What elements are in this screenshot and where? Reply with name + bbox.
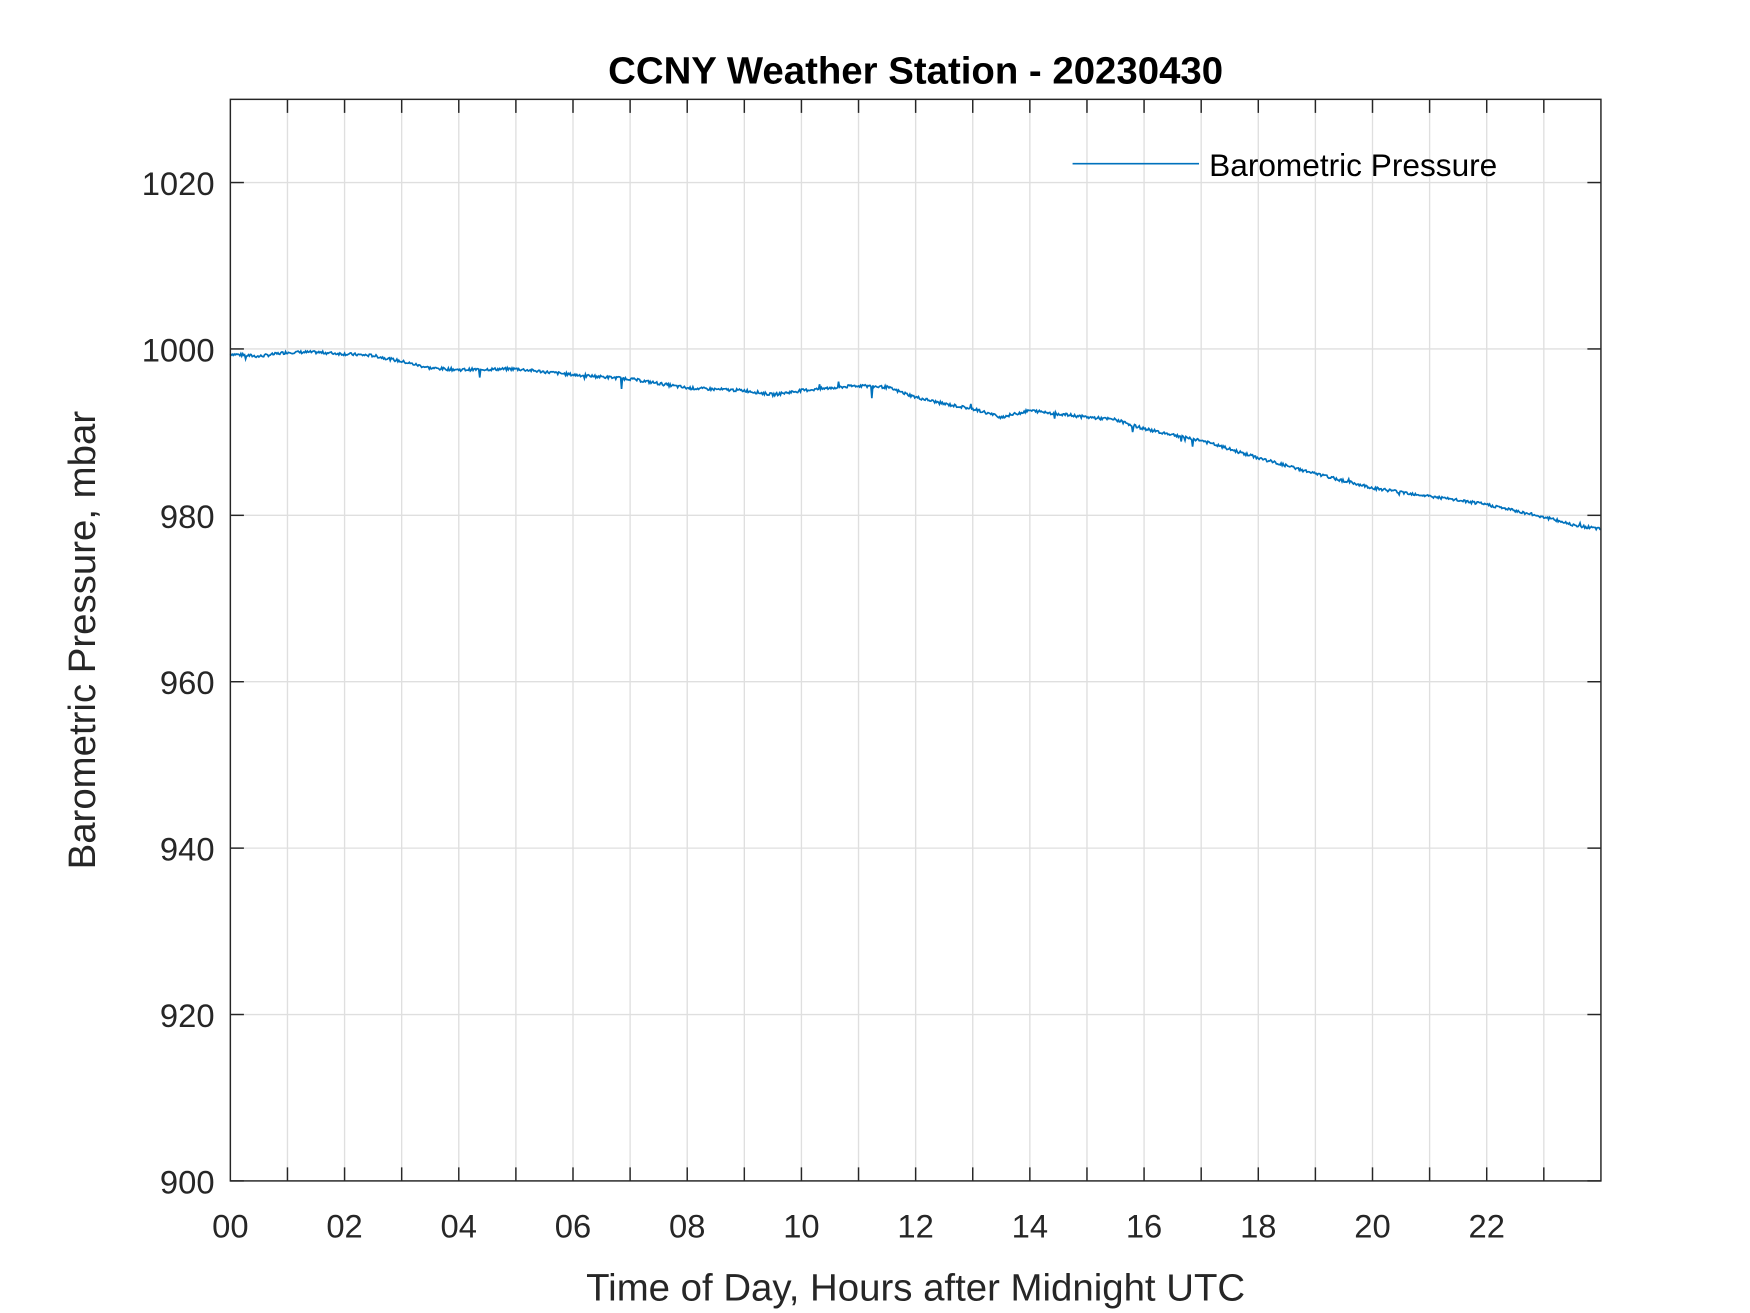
- y-tick-label: 960: [160, 664, 215, 701]
- y-tick-label: 900: [160, 1163, 215, 1200]
- x-tick-label: 02: [326, 1207, 362, 1244]
- legend: Barometric Pressure: [1072, 147, 1497, 183]
- x-tick-label: 06: [555, 1207, 591, 1244]
- x-tick-label: 20: [1354, 1207, 1390, 1244]
- x-tick-label: 10: [783, 1207, 819, 1244]
- x-tick-label: 08: [669, 1207, 705, 1244]
- chart-title: CCNY Weather Station - 20230430: [608, 50, 1223, 93]
- y-tick-label: 1020: [142, 165, 215, 202]
- x-tick-label: 22: [1469, 1207, 1505, 1244]
- tick-labels: 00 02 04 06 08 10 12 14 16 18 20 22 900 920 940 960 980 1…: [142, 165, 1505, 1244]
- y-axis-label: Barometric Pressure, mbar: [61, 411, 104, 870]
- x-tick-label: 18: [1240, 1207, 1276, 1244]
- y-tick-label: 980: [160, 498, 215, 535]
- y-tick-label: 1000: [142, 331, 215, 368]
- y-tick-label: 940: [160, 831, 215, 868]
- grid: [230, 99, 1601, 1181]
- y-tick-label: 920: [160, 997, 215, 1034]
- x-tick-label: 04: [441, 1207, 477, 1244]
- x-tick-label: 12: [897, 1207, 933, 1244]
- legend-label: Barometric Pressure: [1209, 147, 1497, 183]
- ticks: [230, 99, 1601, 1182]
- series-line-barometric-pressure: [229, 349, 1602, 532]
- x-axis-label: Time of Day, Hours after Midnight UTC: [586, 1267, 1245, 1310]
- axes-box: [229, 98, 1602, 1182]
- x-tick-label: 00: [212, 1207, 248, 1244]
- x-tick-label: 14: [1012, 1207, 1048, 1244]
- x-tick-label: 16: [1126, 1207, 1162, 1244]
